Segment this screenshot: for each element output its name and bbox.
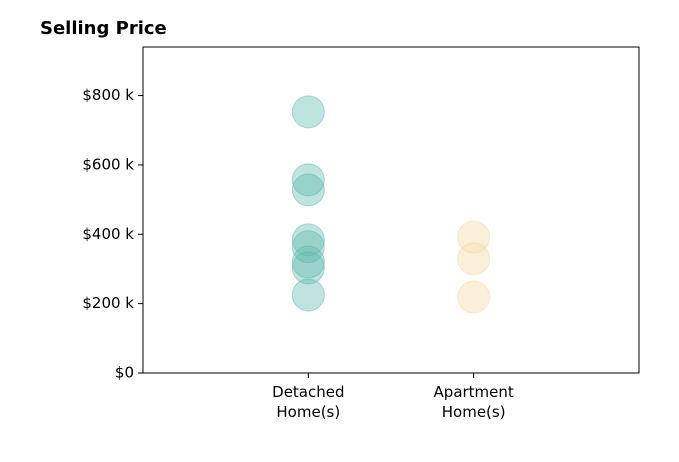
x-tick-label: Detached Home(s) (272, 383, 344, 421)
point (457, 280, 491, 314)
point (457, 242, 491, 276)
y-tick-label: $800 k (82, 86, 134, 104)
point (291, 173, 325, 207)
point (291, 230, 325, 264)
y-tick-label: $400 k (82, 225, 134, 243)
point (291, 251, 325, 285)
point (291, 278, 325, 312)
y-tick-label: $200 k (82, 294, 134, 312)
point (291, 95, 325, 129)
plot-frame (142, 46, 640, 374)
chart-title: Selling Price (40, 18, 167, 39)
y-tick-label: $0 (115, 364, 134, 382)
point (291, 163, 325, 197)
y-tick-label: $600 k (82, 155, 134, 173)
x-tick-label: Apartment Home(s) (434, 383, 514, 421)
